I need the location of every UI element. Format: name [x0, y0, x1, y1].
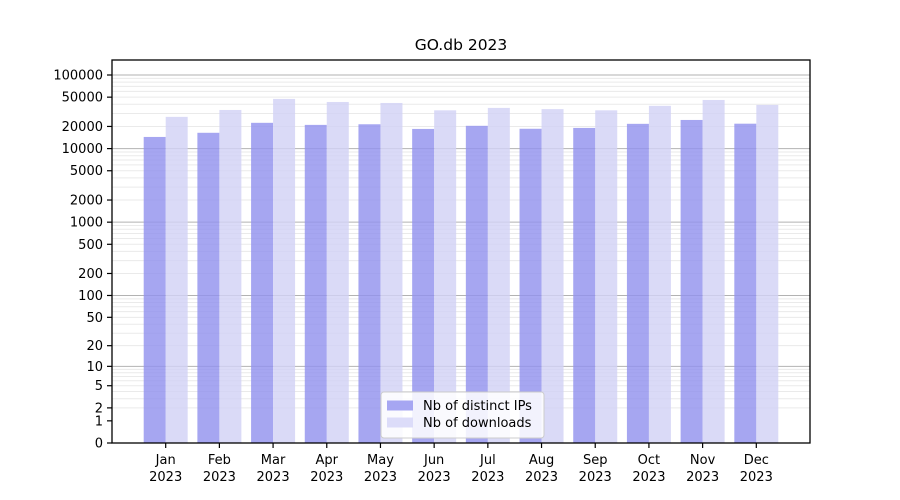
- x-tick-label: Sep 2023: [579, 453, 612, 485]
- bar-distinct-ips-aug: [519, 128, 542, 444]
- y-tick-label: 10000: [62, 142, 103, 157]
- bar-downloads-apr: [326, 101, 349, 444]
- bar-downloads-aug: [541, 109, 564, 444]
- plot-border: [111, 59, 811, 444]
- bar-distinct-ips-jan: [143, 136, 166, 443]
- chart-title: GO.db 2023: [415, 36, 508, 54]
- legend-swatch-distinct-ips: [387, 400, 413, 411]
- y-tick-label: 1: [95, 414, 103, 429]
- bar-distinct-ips-jun: [412, 128, 435, 444]
- bar-distinct-ips-mar: [251, 122, 274, 444]
- bar-downloads-oct: [648, 105, 671, 443]
- bar-downloads-jul: [487, 107, 510, 444]
- legend-label-distinct-ips: Nb of distinct IPs: [423, 399, 532, 414]
- y-tick-label: 0: [95, 437, 103, 452]
- y-tick-label: 2: [95, 401, 103, 416]
- y-tick-label: 1000: [70, 216, 103, 231]
- x-tick-label: Nov 2023: [686, 453, 719, 485]
- y-tick-label: 100000: [53, 69, 103, 84]
- x-tick-label: Jun 2023: [418, 453, 451, 485]
- bar-downloads-may: [380, 102, 403, 443]
- x-tick-label: Apr 2023: [310, 453, 343, 485]
- x-axis: Jan 2023 Feb 2023 Mar 2023 Apr 2023 May 2023 Jun 20…: [149, 443, 773, 485]
- y-tick-label: 5: [95, 379, 103, 394]
- legend-label-downloads: Nb of downloads: [423, 416, 532, 431]
- y-tick-label: 20000: [62, 120, 103, 135]
- bar-downloads-nov: [702, 99, 725, 443]
- x-tick-label: Jul 2023: [471, 453, 504, 485]
- legend: Nb of distinct IPs Nb of downloads: [380, 391, 545, 439]
- y-tick-label: 5000: [70, 164, 103, 179]
- x-tick-label: Feb 2023: [203, 453, 236, 485]
- y-tick-label: 500: [78, 238, 103, 253]
- y-tick-label: 2000: [70, 194, 103, 209]
- bar-distinct-ips-oct: [626, 123, 649, 444]
- y-tick-label: 10: [86, 360, 103, 375]
- legend-box: [380, 391, 545, 439]
- bar-distinct-ips-apr: [304, 124, 327, 443]
- bar-distinct-ips-sep: [573, 127, 596, 443]
- bar-downloads-dec: [756, 104, 779, 443]
- y-tick-label: 100: [78, 289, 103, 304]
- y-axis: 0 12 5 10 20 50 100 200 500 1000 2000 5000 10000 2000…: [53, 69, 112, 452]
- y-tick-label: 50000: [62, 91, 103, 106]
- y-tick-label: 20: [86, 339, 103, 354]
- bar-distinct-ips-may: [358, 124, 381, 443]
- bar-downloads-feb: [219, 109, 242, 443]
- bar-downloads-sep: [595, 110, 618, 444]
- x-tick-label: Aug 2023: [525, 453, 558, 485]
- bar-distinct-ips-feb: [197, 132, 220, 443]
- x-tick-label: May 2023: [364, 453, 397, 485]
- bar-distinct-ips-dec: [734, 123, 757, 443]
- x-tick-label: Mar 2023: [257, 453, 290, 485]
- bar-distinct-ips-jul: [465, 125, 488, 443]
- bar-distinct-ips-nov: [680, 119, 703, 443]
- x-tick-label: Oct 2023: [632, 453, 665, 485]
- legend-swatch-downloads: [387, 417, 413, 428]
- bar-downloads-jun: [434, 110, 457, 444]
- bars: [143, 98, 779, 444]
- x-tick-label: Jan 2023: [149, 453, 182, 485]
- x-tick-label: Dec 2023: [740, 453, 773, 485]
- y-tick-label: 50: [86, 311, 103, 326]
- y-tick-label: 200: [78, 267, 103, 282]
- bar-downloads-jan: [165, 116, 188, 444]
- bar-downloads-mar: [273, 98, 296, 443]
